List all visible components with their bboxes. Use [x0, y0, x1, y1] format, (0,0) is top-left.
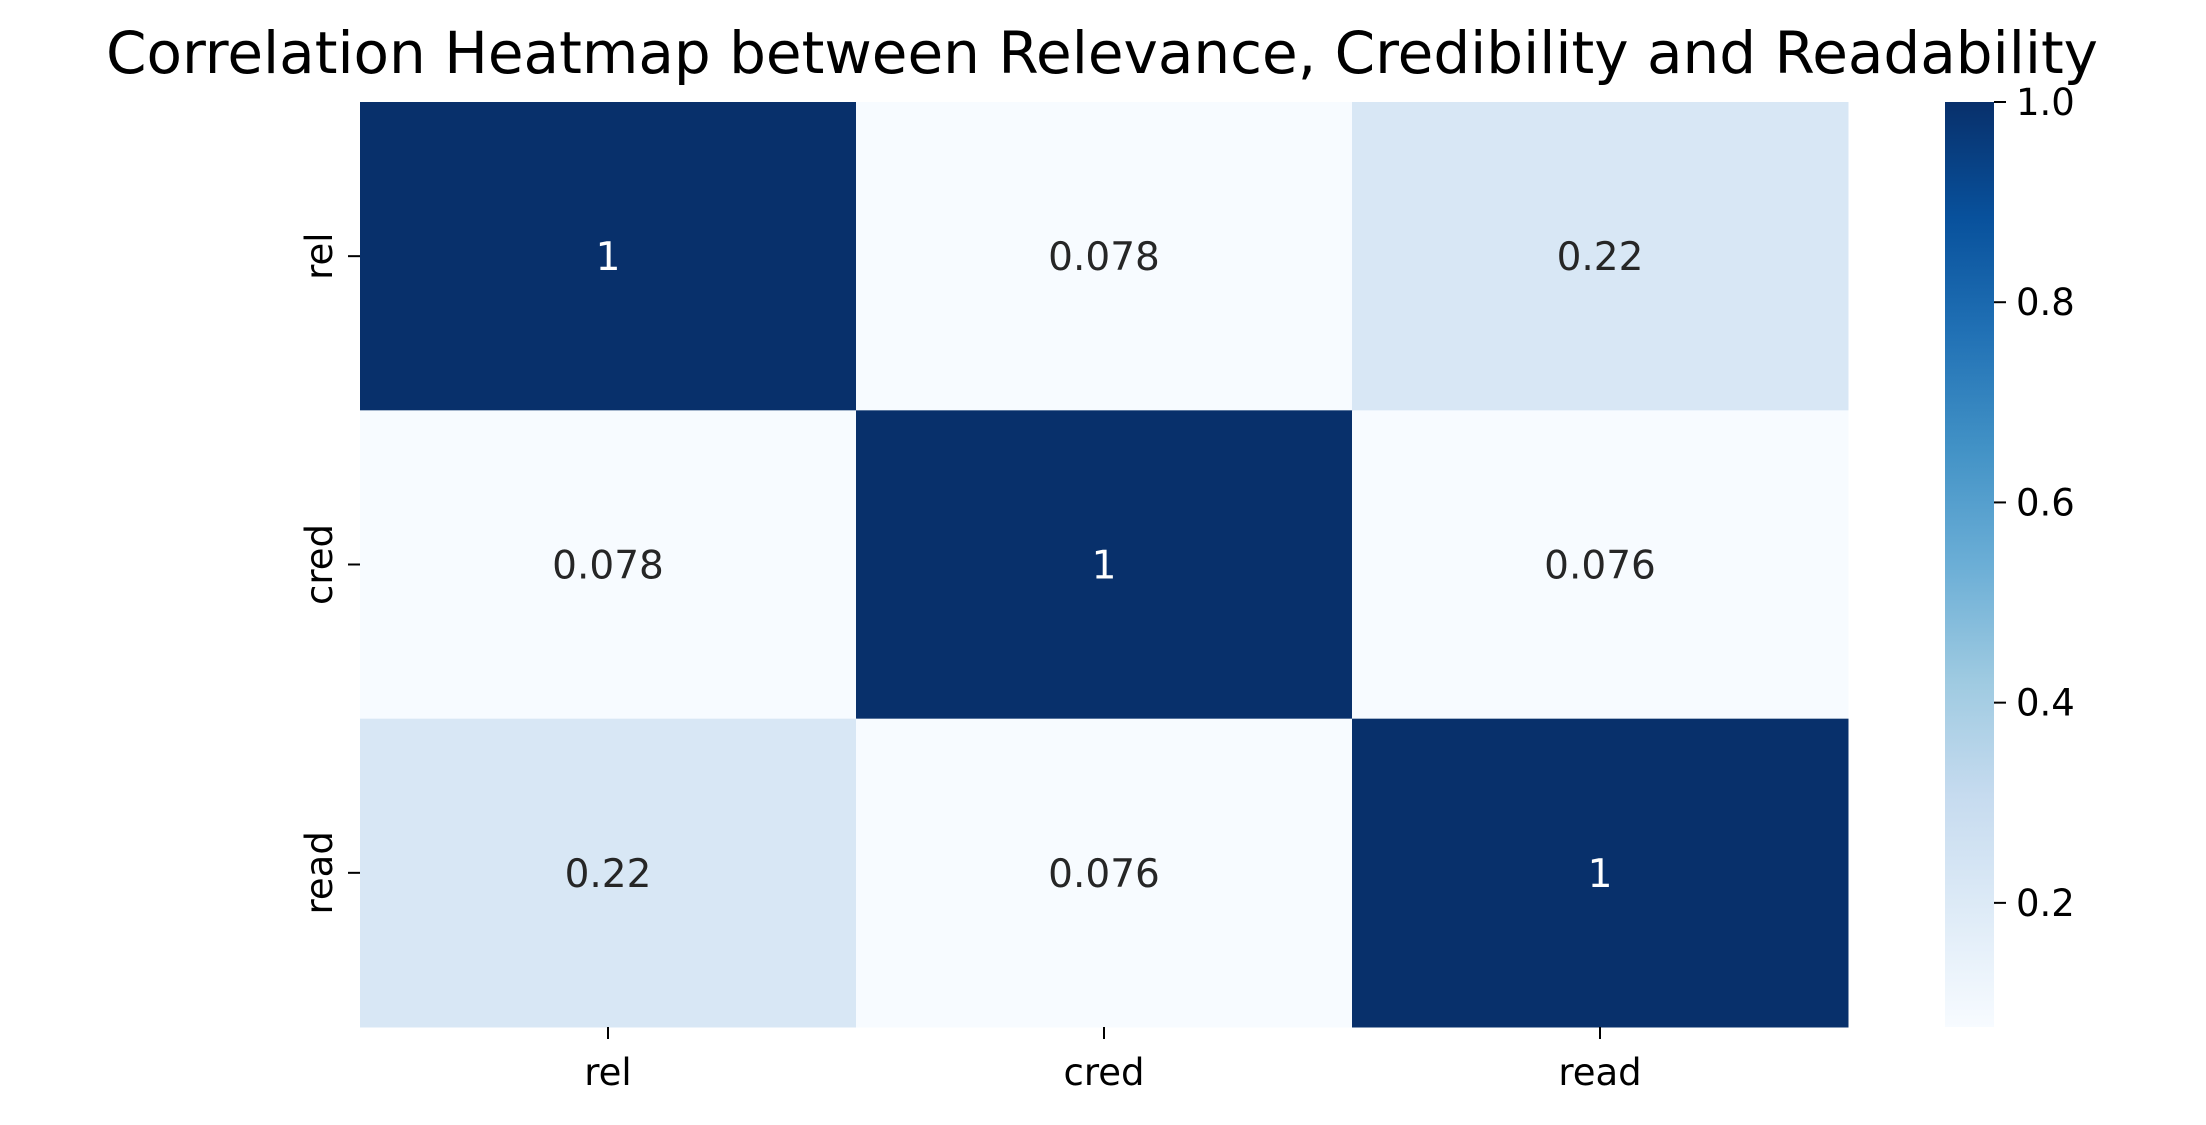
cell-annotation-read-cred: 0.076: [1048, 852, 1160, 897]
heatmap-cells: [360, 102, 1849, 1028]
heatmap-cell-read-cred: [856, 718, 1353, 1028]
heatmap-cell-rel-rel: [360, 102, 857, 411]
cell-annotation-read-read: 1: [1588, 852, 1613, 897]
heatmap-cell-read-read: [1352, 718, 1849, 1028]
heatmap-cell-cred-cred: [856, 410, 1353, 720]
colorbar: [1945, 102, 1994, 1027]
heatmap-cell-rel-cred: [856, 102, 1353, 411]
heatmap-cell-rel-read: [1352, 102, 1849, 411]
heatmap-annotations: 1 0.078 0.22 0.078 1 0.076 0.22 0.076 1: [552, 235, 1656, 897]
cell-annotation-cred-rel: 0.078: [552, 544, 664, 589]
colorbar-tick-label-1.0: 1.0: [2016, 81, 2075, 124]
colorbar-gradient: [1945, 102, 1994, 1027]
cell-annotation-cred-cred: 1: [1092, 544, 1117, 589]
heatmap-cell-read-rel: [360, 718, 857, 1028]
colorbar-ticks: 0.2 0.4 0.6 0.8 1.0: [1994, 81, 2075, 925]
y-tick-label-read: read: [298, 831, 341, 914]
x-tick-label-cred: cred: [1064, 1051, 1145, 1094]
colorbar-tick-label-0.6: 0.6: [2016, 481, 2075, 524]
cell-annotation-rel-rel: 1: [596, 235, 621, 280]
cell-annotation-rel-read: 0.22: [1557, 235, 1644, 280]
x-axis: rel cred read: [584, 1027, 1642, 1094]
colorbar-tick-label-0.8: 0.8: [2016, 281, 2075, 324]
cell-annotation-cred-read: 0.076: [1544, 544, 1656, 589]
cell-annotation-rel-cred: 0.078: [1048, 235, 1160, 280]
colorbar-tick-label-0.4: 0.4: [2016, 682, 2075, 725]
cell-annotation-read-rel: 0.22: [565, 852, 652, 897]
x-tick-label-read: read: [1558, 1051, 1641, 1094]
heatmap-cell-cred-read: [1352, 410, 1849, 720]
heatmap-cell-cred-rel: [360, 410, 857, 720]
chart-title: Correlation Heatmap between Relevance, C…: [106, 19, 2098, 87]
x-tick-label-rel: rel: [584, 1051, 631, 1094]
y-axis: rel cred read: [298, 232, 360, 914]
colorbar-tick-label-0.2: 0.2: [2016, 882, 2075, 925]
y-tick-label-rel: rel: [298, 232, 341, 279]
y-tick-label-cred: cred: [298, 524, 341, 605]
